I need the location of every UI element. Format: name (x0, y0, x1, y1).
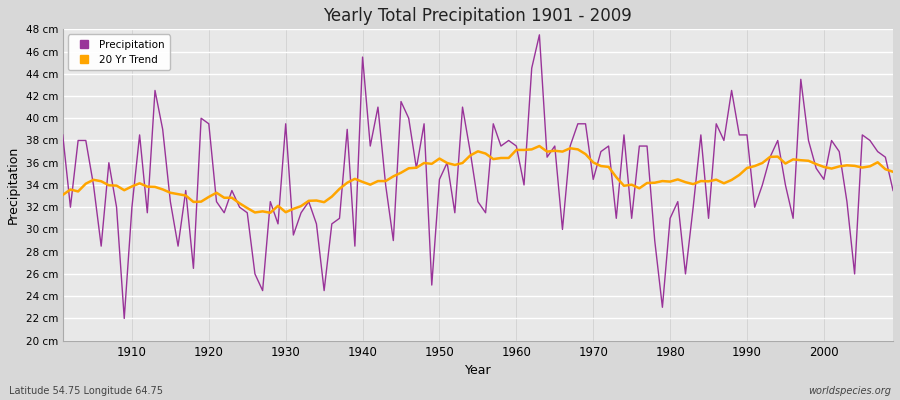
Text: Latitude 54.75 Longitude 64.75: Latitude 54.75 Longitude 64.75 (9, 386, 163, 396)
Text: worldspecies.org: worldspecies.org (808, 386, 891, 396)
Y-axis label: Precipitation: Precipitation (7, 146, 20, 224)
Legend: Precipitation, 20 Yr Trend: Precipitation, 20 Yr Trend (68, 34, 170, 70)
X-axis label: Year: Year (464, 364, 491, 377)
Title: Yearly Total Precipitation 1901 - 2009: Yearly Total Precipitation 1901 - 2009 (323, 7, 633, 25)
